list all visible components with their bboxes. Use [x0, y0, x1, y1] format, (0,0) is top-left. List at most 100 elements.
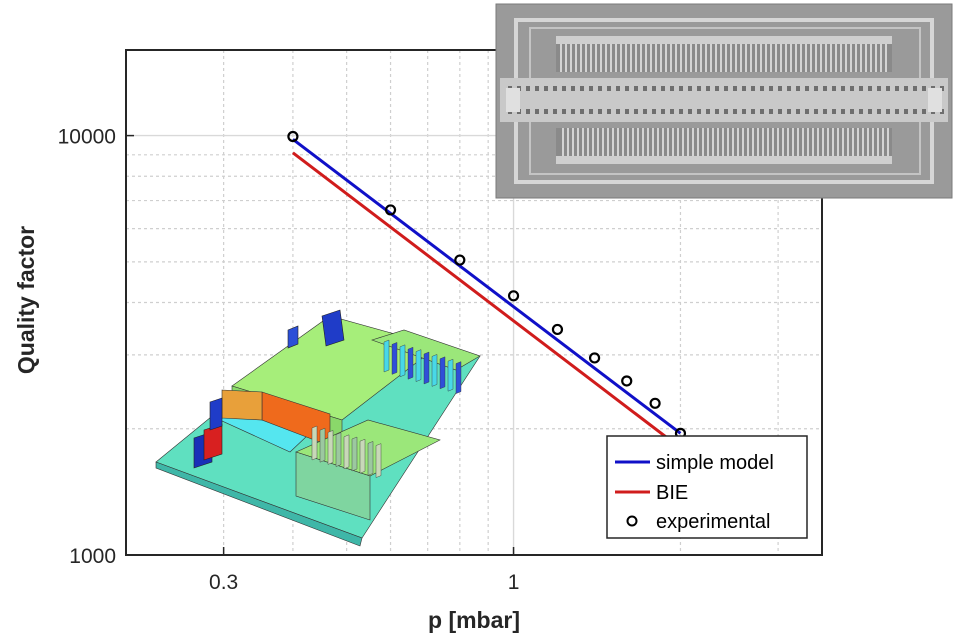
beam-hole [634, 109, 638, 114]
comb-finger [762, 128, 764, 156]
comb-finger [690, 44, 692, 72]
fem-fin [431, 354, 438, 387]
beam-hole [580, 109, 584, 114]
beam-hole [589, 109, 593, 114]
comb-finger [760, 44, 762, 72]
comb-finger [592, 128, 594, 156]
beam-hole [661, 109, 665, 114]
comb-finger [820, 44, 822, 72]
beam-hole [670, 109, 674, 114]
beam-hole [544, 109, 548, 114]
beam-hole [715, 86, 719, 91]
beam-hole [643, 109, 647, 114]
beam-hole [922, 86, 926, 91]
beam-hole [733, 109, 737, 114]
comb-finger [822, 128, 824, 156]
beam-hole [562, 109, 566, 114]
comb-finger [797, 128, 799, 156]
comb-finger [582, 128, 584, 156]
beam-hole [598, 86, 602, 91]
legend: simple model BIE experimental [606, 435, 808, 539]
beam-hole [787, 86, 791, 91]
beam-hole [616, 86, 620, 91]
comb-finger [677, 128, 679, 156]
comb-finger [862, 128, 864, 156]
comb-finger [660, 44, 662, 72]
beam-hole [742, 86, 746, 91]
beam-hole [652, 86, 656, 91]
comb-finger [880, 44, 882, 72]
comb-finger [717, 128, 719, 156]
beam-hole [877, 86, 881, 91]
comb-finger [750, 44, 752, 72]
comb-finger [695, 44, 697, 72]
comb-finger [567, 128, 569, 156]
comb-finger [607, 128, 609, 156]
beam-hole [697, 109, 701, 114]
comb-finger [765, 44, 767, 72]
comb-finger [735, 44, 737, 72]
data-point [384, 204, 397, 216]
beam-hole [535, 109, 539, 114]
beam-hole [913, 109, 917, 114]
fem-fin [399, 344, 406, 378]
fem-fin [311, 425, 318, 461]
comb-finger [652, 128, 654, 156]
series-lines [292, 138, 682, 450]
beam-hole [823, 86, 827, 91]
beam-hole [688, 86, 692, 91]
comb-finger [655, 44, 657, 72]
comb-finger [852, 128, 854, 156]
data-point [621, 375, 633, 387]
beam-hole [778, 86, 782, 91]
comb-finger [860, 44, 862, 72]
beam-hole [859, 86, 863, 91]
comb-finger [800, 44, 802, 72]
comb-finger [882, 128, 884, 156]
comb-finger [877, 128, 879, 156]
fem-fin [455, 361, 462, 394]
comb-finger [885, 44, 887, 72]
series-line-0 [292, 138, 682, 435]
comb-finger [770, 44, 772, 72]
comb-finger [757, 128, 759, 156]
legend-swatch-experimental [626, 515, 638, 527]
comb-finger [772, 128, 774, 156]
beam-hole [661, 86, 665, 91]
beam-hole [598, 109, 602, 114]
beam-hole [679, 109, 683, 114]
legend-box [606, 435, 808, 539]
comb-finger [612, 128, 614, 156]
comb-finger [595, 44, 597, 72]
comb-finger [740, 44, 742, 72]
plot-frame [125, 49, 823, 556]
comb-finger [570, 44, 572, 72]
beam-hole [697, 86, 701, 91]
beam-hole [742, 109, 746, 114]
beam-hole [868, 86, 872, 91]
beam-hole [922, 109, 926, 114]
beam-hole [895, 109, 899, 114]
beam-hole [526, 86, 530, 91]
comb-finger [577, 128, 579, 156]
comb-finger [640, 44, 642, 72]
beam-hole [706, 109, 710, 114]
comb-finger [642, 128, 644, 156]
comb-finger [720, 44, 722, 72]
comb-finger [710, 44, 712, 72]
beam-hole [616, 109, 620, 114]
beam-hole [751, 86, 755, 91]
comb-finger [622, 128, 624, 156]
beam-hole [796, 86, 800, 91]
fem-fin [375, 443, 382, 478]
beam-hole [904, 109, 908, 114]
beam-hole [787, 109, 791, 114]
comb-finger [602, 128, 604, 156]
beam-hole [679, 86, 683, 91]
comb-finger [675, 44, 677, 72]
x-axis-title: p [mbar] [428, 607, 520, 633]
beam-hole [832, 109, 836, 114]
fem-fin [343, 434, 350, 470]
comb-finger [850, 44, 852, 72]
